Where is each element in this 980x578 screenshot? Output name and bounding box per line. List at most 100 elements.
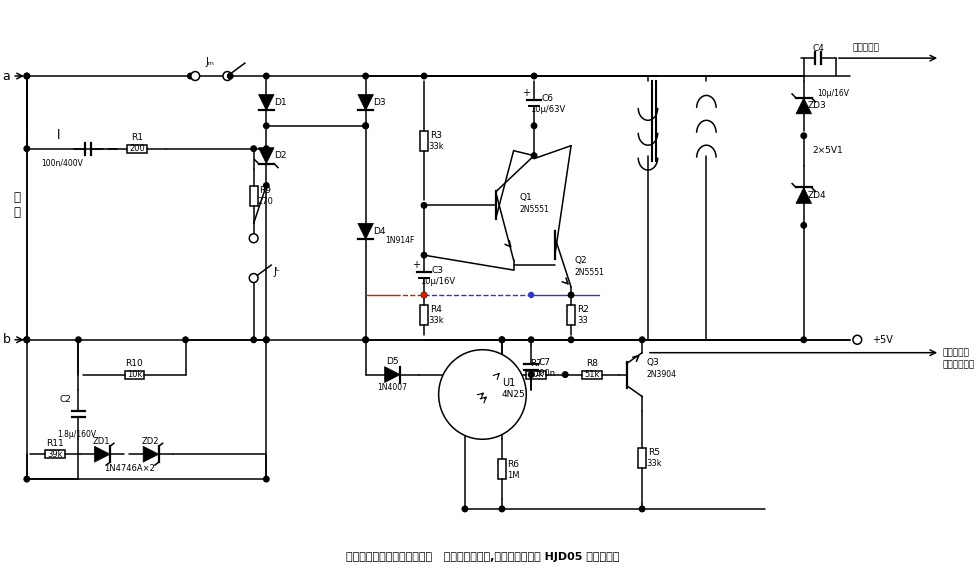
Circle shape <box>801 337 807 343</box>
Circle shape <box>568 337 573 343</box>
Text: 2N5551: 2N5551 <box>575 268 605 277</box>
Text: 1N4007: 1N4007 <box>377 383 407 392</box>
Circle shape <box>421 292 426 298</box>
Text: 10k: 10k <box>528 370 544 379</box>
Circle shape <box>75 337 81 343</box>
Text: 去电子开关: 去电子开关 <box>943 348 970 357</box>
Circle shape <box>563 372 568 377</box>
Text: ZD3: ZD3 <box>808 101 827 110</box>
Circle shape <box>568 292 573 298</box>
Text: 10μ/16V: 10μ/16V <box>817 90 849 98</box>
Circle shape <box>24 73 29 79</box>
Text: R5: R5 <box>648 448 660 457</box>
Text: ZD4: ZD4 <box>808 191 827 200</box>
Circle shape <box>223 72 231 80</box>
Text: R11: R11 <box>46 439 64 448</box>
Text: R6: R6 <box>508 460 519 469</box>
Text: C4: C4 <box>812 44 824 53</box>
Text: 中
继: 中 继 <box>14 191 21 220</box>
Polygon shape <box>384 366 400 383</box>
Text: 2×5V1: 2×5V1 <box>812 146 844 155</box>
Circle shape <box>421 253 426 258</box>
Circle shape <box>363 123 368 128</box>
Text: 100n/400V: 100n/400V <box>41 158 82 167</box>
Circle shape <box>528 337 534 343</box>
Text: 1N914F: 1N914F <box>385 236 415 245</box>
Polygon shape <box>796 187 811 203</box>
Text: R2: R2 <box>577 305 589 314</box>
Circle shape <box>264 146 270 151</box>
Text: +: + <box>413 260 420 270</box>
Text: 1.8μ/160V: 1.8μ/160V <box>57 430 96 439</box>
Text: 51k: 51k <box>584 370 600 379</box>
Bar <box>45 450 65 458</box>
Text: R7: R7 <box>530 359 542 368</box>
Circle shape <box>24 337 29 343</box>
Text: 10μ/63V: 10μ/63V <box>530 105 565 114</box>
Text: C2: C2 <box>60 395 72 404</box>
Bar <box>638 448 646 468</box>
Circle shape <box>264 73 270 79</box>
Text: R1: R1 <box>130 134 143 142</box>
Circle shape <box>251 146 257 151</box>
Circle shape <box>531 153 537 158</box>
Circle shape <box>227 73 233 79</box>
Text: b: b <box>2 334 10 346</box>
Circle shape <box>531 73 537 79</box>
Text: C3: C3 <box>431 266 444 275</box>
Text: Q3: Q3 <box>646 358 659 367</box>
Text: Q1: Q1 <box>519 193 532 202</box>
Polygon shape <box>358 94 373 110</box>
Bar <box>127 144 147 153</box>
Circle shape <box>264 123 270 128</box>
Circle shape <box>363 73 368 79</box>
Circle shape <box>528 292 533 298</box>
Text: 33: 33 <box>577 316 588 325</box>
Text: R9: R9 <box>260 187 271 195</box>
Circle shape <box>499 506 505 512</box>
Text: Q2: Q2 <box>575 255 588 265</box>
Text: ZD1: ZD1 <box>93 437 111 446</box>
Text: 1M: 1M <box>508 470 519 480</box>
Circle shape <box>639 337 645 343</box>
Text: R4: R4 <box>430 305 442 314</box>
Circle shape <box>264 476 270 482</box>
Circle shape <box>183 337 188 343</box>
Circle shape <box>499 337 505 343</box>
Text: （检测输出）: （检测输出） <box>943 360 975 369</box>
Text: D2: D2 <box>273 151 286 160</box>
Text: 200: 200 <box>129 144 145 153</box>
Polygon shape <box>259 94 274 110</box>
Circle shape <box>421 73 426 79</box>
Circle shape <box>801 133 807 139</box>
Circle shape <box>191 72 200 80</box>
Text: +5V: +5V <box>872 335 893 344</box>
Text: U1: U1 <box>502 377 515 387</box>
Circle shape <box>264 337 270 343</box>
Text: Jₘ: Jₘ <box>206 57 215 67</box>
Circle shape <box>187 73 193 79</box>
Text: 100n: 100n <box>534 369 556 377</box>
Circle shape <box>531 123 537 128</box>
Text: C6: C6 <box>542 94 554 103</box>
Polygon shape <box>796 98 811 114</box>
Circle shape <box>249 234 258 243</box>
Text: 39k: 39k <box>47 450 63 459</box>
Circle shape <box>439 350 526 439</box>
Bar <box>250 186 258 206</box>
Circle shape <box>249 273 258 283</box>
Text: +: + <box>522 88 530 98</box>
Circle shape <box>801 223 807 228</box>
Text: R3: R3 <box>429 131 442 140</box>
Bar <box>526 370 546 379</box>
Bar <box>567 305 575 325</box>
Circle shape <box>639 506 645 512</box>
Circle shape <box>24 476 29 482</box>
Circle shape <box>528 372 534 377</box>
Bar <box>124 370 144 379</box>
Circle shape <box>24 337 29 343</box>
Text: Jᴸ: Jᴸ <box>273 267 279 277</box>
Text: a: a <box>3 69 10 83</box>
Circle shape <box>251 337 257 343</box>
Bar <box>498 459 506 479</box>
